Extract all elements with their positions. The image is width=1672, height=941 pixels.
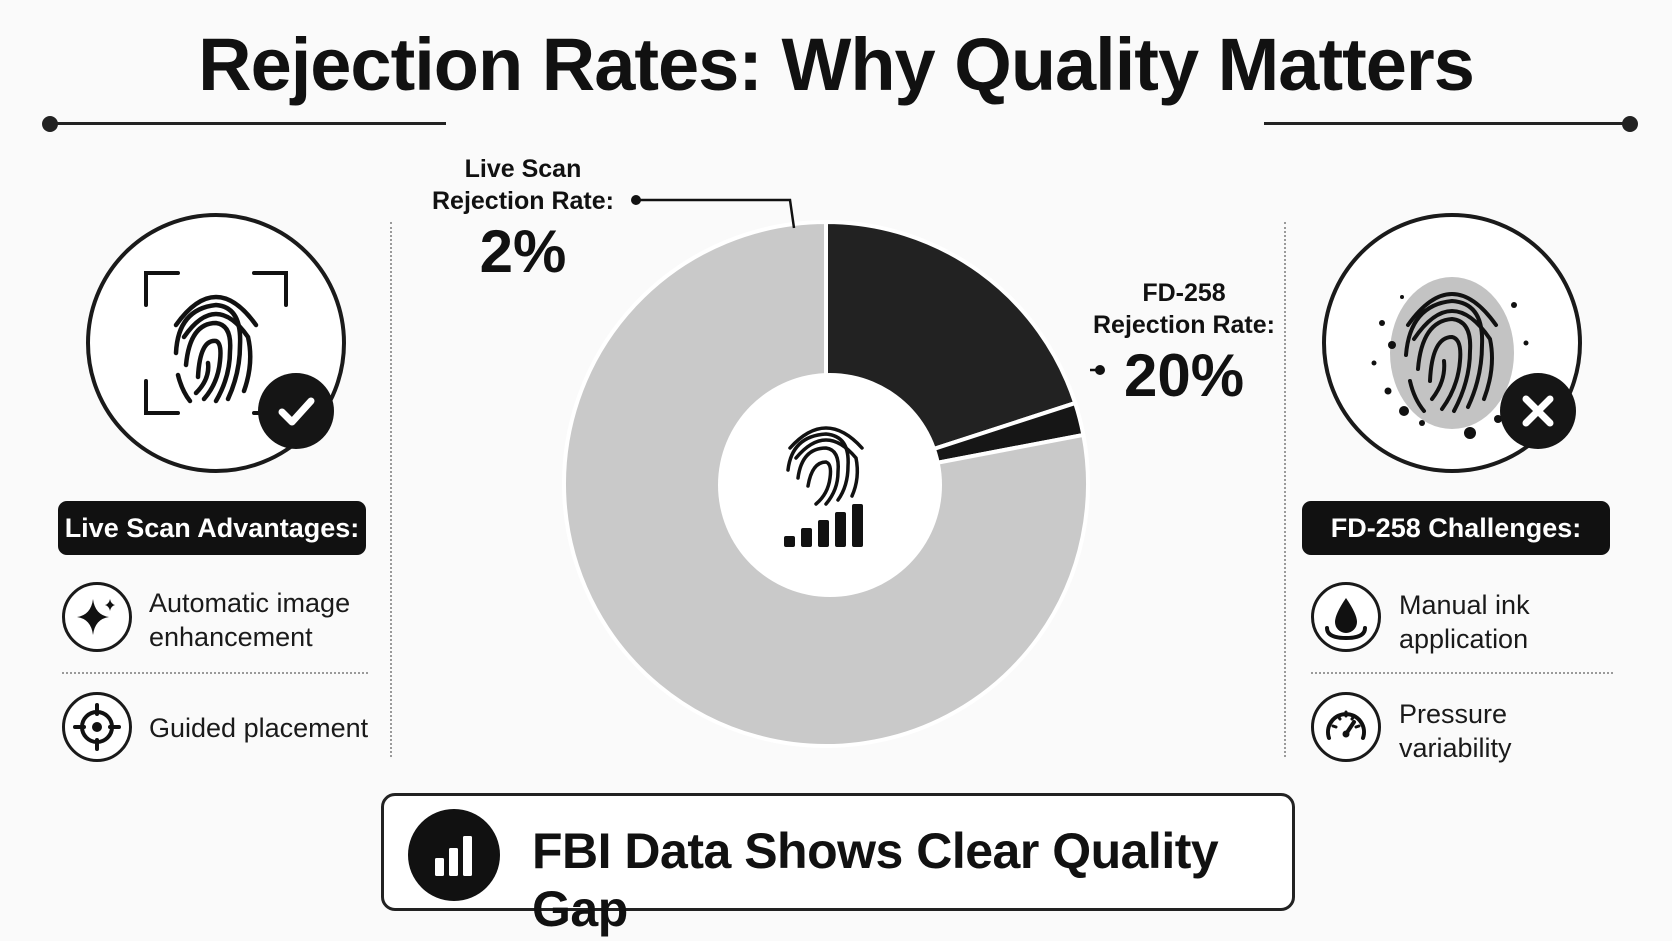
challenge-item-1-line2: application <box>1399 624 1529 654</box>
right-divider <box>1284 222 1286 757</box>
challenge-item-2-line2: variability <box>1399 733 1512 763</box>
checkmark-badge <box>258 373 334 449</box>
title-rule-right <box>1264 122 1630 125</box>
summary-text: FBI Data Shows Clear Quality Gap <box>532 823 1219 937</box>
live-scan-callout-label-1: Live Scan <box>464 155 582 183</box>
fd258-badge <box>1322 213 1582 473</box>
x-badge <box>1500 373 1576 449</box>
sparkle-item-icon <box>62 582 132 652</box>
fd258-callout-label-1: FD-258 <box>1142 279 1226 307</box>
crosshair-item-icon <box>62 692 132 762</box>
live-scan-badge <box>86 213 346 473</box>
fingerprint-chart-icon <box>784 426 864 547</box>
advantage-item-2-line1: Guided placement <box>149 713 369 743</box>
challenge-item-1-line1: Manual ink <box>1399 590 1530 620</box>
sparkle-icon <box>77 599 115 635</box>
live-scan-leader-line <box>636 198 796 229</box>
ink-drop-item-icon <box>1311 582 1381 652</box>
live-scan-leader-dot <box>631 195 641 205</box>
summary-banner: FBI Data Shows Clear Quality Gap <box>381 793 1295 937</box>
ink-drop-icon <box>1325 598 1367 641</box>
challenge-item-1: Manual ink application <box>1399 588 1530 656</box>
challenge-item-2: Pressure variability <box>1399 697 1512 765</box>
fd258-callout: FD-258 Rejection Rate: 20% <box>1084 277 1284 410</box>
challenge-divider <box>1311 672 1613 674</box>
advantage-item-1-line1: Automatic image <box>149 588 351 618</box>
live-scan-callout: Live Scan Rejection Rate: 2% <box>418 153 628 286</box>
gauge-icon <box>1326 710 1366 740</box>
fd258-callout-value: 20% <box>1123 342 1245 409</box>
advantage-item-2: Guided placement <box>149 711 368 745</box>
title-rule-right-dot <box>1622 116 1638 132</box>
fd258-challenges-heading: FD-258 Challenges: <box>1302 501 1610 555</box>
summary-icon-badge <box>408 809 500 901</box>
live-scan-advantages-heading: Live Scan Advantages: <box>58 501 366 555</box>
checkmark-icon <box>278 397 315 426</box>
fd258-callout-label-2: Rejection Rate: <box>1093 311 1275 339</box>
live-scan-callout-value: 2% <box>479 218 567 285</box>
x-icon <box>1522 395 1554 427</box>
page-title: Rejection Rates: Why Quality Matters <box>198 23 1475 106</box>
fd258-leader-dot <box>1095 365 1105 375</box>
advantage-item-1-line2: enhancement <box>149 622 313 652</box>
crosshair-icon <box>73 703 121 751</box>
live-scan-callout-label-2: Rejection Rate: <box>432 187 614 215</box>
fingerprint-scan-icon <box>144 271 288 415</box>
challenge-item-2-line1: Pressure <box>1399 699 1508 729</box>
left-divider <box>390 222 392 757</box>
title-rule-left <box>50 122 446 125</box>
advantage-divider <box>62 672 368 674</box>
advantage-item-1: Automatic image enhancement <box>149 586 350 654</box>
bar-chart-icon <box>435 836 472 876</box>
gauge-item-icon <box>1311 692 1381 762</box>
